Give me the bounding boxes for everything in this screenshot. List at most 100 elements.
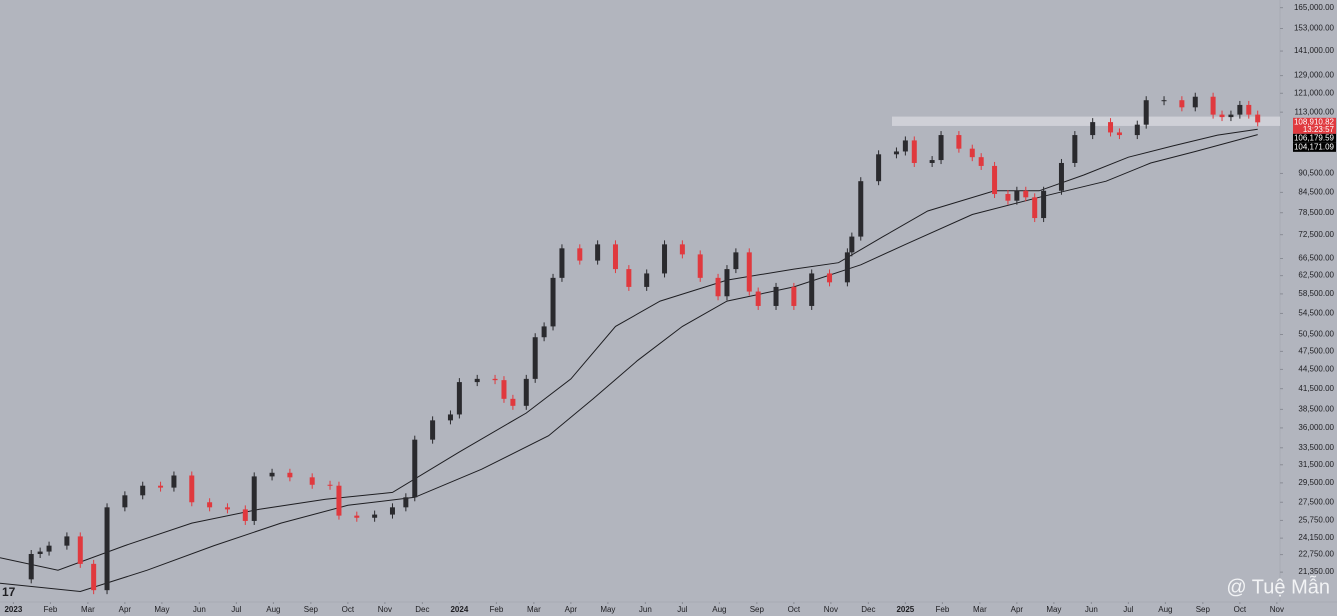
x-tick-label: Nov — [378, 605, 392, 614]
y-tick-label: 90,500.00 — [1298, 169, 1334, 178]
candle — [1041, 190, 1047, 219]
price-tag-label: 104,171.09 — [1294, 142, 1335, 151]
y-tick-label: 31,500.00 — [1298, 460, 1334, 469]
x-tick-label: Feb — [935, 605, 949, 614]
candle — [46, 545, 52, 552]
candle — [354, 515, 360, 518]
x-tick-label: Mar — [527, 605, 541, 614]
candle — [430, 420, 436, 440]
y-tick-label: 25,750.00 — [1298, 516, 1334, 525]
candle — [827, 273, 833, 283]
candle — [1179, 100, 1185, 108]
candle — [1032, 197, 1038, 219]
candle — [158, 485, 164, 488]
candle — [644, 273, 650, 287]
candle — [510, 398, 516, 406]
y-tick-label: 84,500.00 — [1298, 187, 1334, 196]
candle — [389, 507, 395, 515]
resistance-zone — [891, 116, 1280, 126]
candle — [809, 273, 815, 306]
x-tick-label: May — [154, 605, 169, 614]
x-tick-label: Aug — [1158, 605, 1172, 614]
y-tick-label: 66,500.00 — [1298, 254, 1334, 263]
x-tick-label: Jun — [1085, 605, 1098, 614]
moving-average — [0, 134, 1258, 593]
candle — [612, 244, 618, 270]
candle — [412, 439, 418, 498]
y-tick-label: 141,000.00 — [1294, 46, 1335, 55]
candle — [733, 252, 739, 270]
candle — [122, 495, 128, 508]
x-tick-label: May — [600, 605, 615, 614]
candle — [938, 135, 944, 161]
price-tag — [1293, 117, 1336, 134]
price-tag-countdown: 13:23:57 — [1303, 125, 1335, 134]
candle — [1072, 135, 1078, 163]
candle — [91, 563, 97, 591]
candle — [447, 414, 453, 421]
y-tick-label: 50,500.00 — [1298, 330, 1334, 339]
candle — [327, 484, 333, 486]
x-tick-label: Mar — [973, 605, 987, 614]
candle — [251, 476, 257, 521]
candle — [550, 277, 556, 327]
x-tick-label: 2025 — [896, 605, 914, 614]
x-tick-label: Jun — [193, 605, 206, 614]
candle — [1237, 104, 1243, 115]
x-tick-label: Apr — [1011, 605, 1024, 614]
candle — [492, 378, 498, 381]
x-tick-label: May — [1046, 605, 1061, 614]
x-tick-label: Jul — [231, 605, 241, 614]
candle — [501, 380, 507, 399]
candle — [893, 151, 899, 155]
y-tick-label: 44,500.00 — [1298, 365, 1334, 374]
candle — [929, 160, 935, 163]
x-tick-label: Nov — [824, 605, 838, 614]
candle — [876, 154, 882, 182]
candle — [523, 378, 529, 406]
candle — [1161, 100, 1167, 102]
candle — [104, 507, 110, 591]
y-tick-label: 113,000.00 — [1295, 107, 1335, 116]
y-tick-label: 54,500.00 — [1298, 309, 1334, 318]
candle — [773, 286, 779, 306]
x-tick-label: Sep — [750, 605, 765, 614]
candle — [336, 485, 342, 516]
candle — [1219, 114, 1225, 118]
candle — [911, 140, 917, 163]
x-tick-label: Sep — [304, 605, 319, 614]
x-tick-label: Oct — [342, 605, 355, 614]
candle — [64, 536, 70, 546]
price-tag-label: 108,910.82 — [1294, 117, 1335, 126]
candle — [171, 475, 177, 488]
x-tick-label: 2024 — [450, 605, 468, 614]
candle — [1246, 104, 1252, 115]
x-tick-label: Aug — [266, 605, 280, 614]
x-tick-label: Aug — [712, 605, 726, 614]
candle — [992, 165, 998, 195]
y-tick-label: 62,500.00 — [1298, 271, 1334, 280]
candle — [858, 181, 864, 237]
y-tick-label: 58,500.00 — [1298, 289, 1334, 298]
candle — [287, 472, 293, 478]
candle — [224, 507, 230, 510]
candle — [37, 551, 43, 554]
candle — [1228, 114, 1234, 118]
x-tick-label: 2023 — [4, 605, 22, 614]
candle — [724, 269, 730, 297]
candle — [969, 148, 975, 158]
y-tick-label: 72,500.00 — [1298, 230, 1334, 239]
candle — [269, 472, 275, 477]
candle — [474, 378, 480, 383]
x-tick-label: Oct — [1234, 605, 1247, 614]
candle — [595, 244, 601, 261]
candle — [1058, 162, 1064, 191]
y-tick-label: 36,000.00 — [1298, 423, 1334, 432]
candle — [679, 244, 685, 255]
y-tick-label: 33,500.00 — [1298, 443, 1334, 452]
y-tick-label: 47,500.00 — [1298, 347, 1334, 356]
candle — [140, 485, 146, 496]
candle — [1116, 132, 1122, 136]
candle — [1192, 96, 1198, 108]
